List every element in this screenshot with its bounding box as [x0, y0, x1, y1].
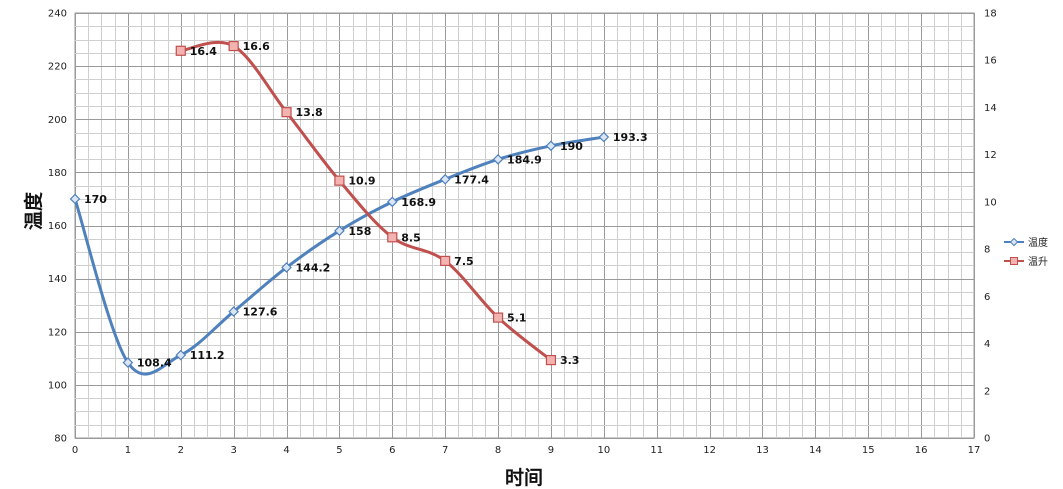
plot-area	[74, 12, 975, 439]
data-labels: 170 108.4 111.2 127.6 144.2 158 168.9 177.4 184.…	[84, 40, 648, 370]
data-label: 111.2	[190, 349, 225, 362]
data-label: 190	[560, 140, 583, 153]
data-point	[281, 262, 292, 273]
data-label: 127.6	[243, 306, 278, 319]
y2-tick-label: 16	[984, 56, 997, 67]
data-point	[228, 40, 239, 52]
data-label: 168.9	[401, 196, 436, 209]
x-axis-title: 时间	[505, 467, 543, 489]
x-tick-label: 17	[968, 445, 981, 456]
x-tick-label: 9	[548, 445, 554, 456]
y2-tick-label: 2	[984, 386, 990, 397]
data-label: 16.6	[243, 40, 270, 53]
y2-tick-label: 14	[984, 103, 997, 114]
y2-tick-label: 18	[984, 9, 997, 20]
x-tick-label: 5	[336, 445, 342, 456]
data-label: 144.2	[296, 261, 331, 274]
data-label: 5.1	[507, 312, 527, 325]
data-label: 13.8	[296, 106, 323, 119]
x-tick-label: 6	[389, 445, 395, 456]
data-label: 7.5	[454, 255, 474, 268]
data-point	[492, 312, 504, 323]
legend: 温度 温升	[1004, 236, 1048, 268]
x-tick-label: 12	[703, 445, 716, 456]
y-tick-label: 200	[48, 115, 67, 126]
x-tick-label: 7	[442, 445, 448, 456]
legend-marker	[1009, 237, 1019, 247]
x-tick-label: 1	[125, 445, 131, 456]
x-tick-label: 14	[809, 445, 822, 456]
y-tick-label: 80	[54, 434, 67, 445]
chart-grid	[74, 12, 975, 439]
x-tick-label: 0	[72, 445, 78, 456]
data-label: 16.4	[190, 45, 217, 58]
y2-tick-label: 12	[984, 150, 997, 161]
x-tick-label: 16	[915, 445, 928, 456]
series-temperature-rise	[175, 40, 557, 366]
data-point	[440, 255, 451, 267]
y2-tick-label: 10	[984, 197, 997, 208]
data-label: 10.9	[348, 175, 375, 188]
legend-label: 温度	[1028, 236, 1048, 249]
y2-tick-label: 8	[984, 245, 990, 256]
data-point	[545, 140, 557, 152]
y-tick-label: 140	[48, 274, 67, 285]
data-point	[334, 175, 345, 186]
x-tick-label: 13	[756, 445, 769, 456]
data-point	[439, 173, 451, 185]
y-tick-label: 220	[48, 62, 67, 73]
data-label: 108.4	[137, 357, 172, 370]
y-tick-label: 180	[48, 168, 67, 179]
y-tick-label: 240	[48, 9, 67, 20]
x-tick-label: 8	[495, 445, 501, 456]
data-label: 3.3	[560, 354, 580, 367]
data-point	[175, 45, 186, 56]
data-point	[175, 349, 187, 361]
axis-ticks: 0 1 2 3 4 5 6 7 8 9 10 11 12 13 14 15 16 1780100120140160…	[48, 9, 997, 457]
data-point	[122, 357, 134, 368]
data-point	[598, 131, 610, 143]
data-label: 184.9	[507, 153, 542, 166]
data-point	[492, 154, 504, 165]
data-label: 193.3	[613, 131, 648, 144]
legend-label: 温升	[1028, 256, 1048, 268]
data-point	[386, 196, 398, 208]
x-tick-label: 15	[862, 445, 875, 456]
data-point	[387, 232, 398, 243]
x-tick-label: 3	[230, 445, 236, 456]
series-temperature	[69, 131, 610, 376]
data-label: 158	[348, 225, 371, 238]
legend-item: 温升	[1004, 256, 1048, 268]
data-label: 170	[84, 193, 107, 206]
y-tick-label: 160	[48, 221, 67, 232]
y2-tick-label: 6	[984, 292, 990, 303]
y-tick-label: 100	[48, 380, 67, 391]
x-tick-label: 4	[283, 445, 289, 456]
y-axis-title: 温度	[22, 191, 45, 230]
data-point	[69, 193, 81, 205]
legend-marker	[1010, 257, 1018, 265]
chart-series	[69, 40, 610, 376]
x-tick-label: 10	[597, 445, 610, 456]
data-point	[545, 354, 557, 366]
y2-tick-label: 0	[984, 434, 990, 445]
x-tick-label: 2	[178, 445, 184, 456]
data-label: 8.5	[401, 231, 421, 244]
legend-item: 温度	[1004, 236, 1048, 249]
data-point	[281, 107, 292, 118]
data-point	[228, 306, 239, 317]
y2-tick-label: 4	[984, 339, 990, 350]
data-point	[334, 225, 345, 237]
y-tick-label: 120	[48, 327, 67, 338]
data-label: 177.4	[454, 173, 489, 186]
x-tick-label: 11	[650, 445, 663, 456]
